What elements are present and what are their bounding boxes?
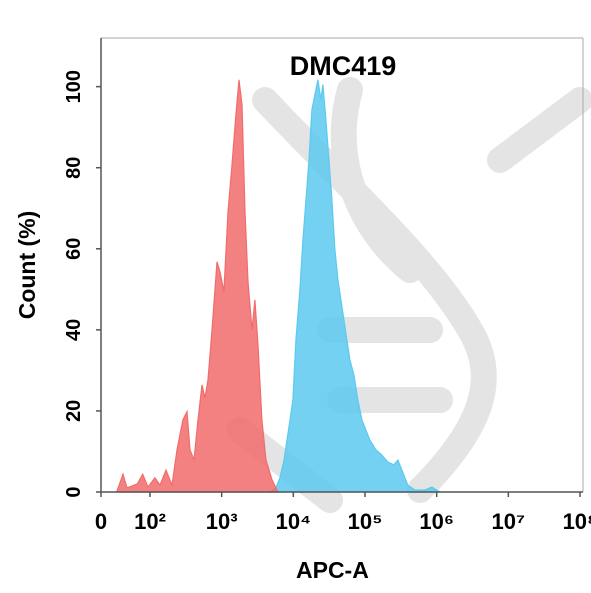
x-tick-label: 10⁸ bbox=[563, 509, 591, 534]
x-tick-label: 10⁵ bbox=[348, 509, 383, 534]
y-tick-label: 20 bbox=[63, 400, 85, 422]
y-tick-label: 100 bbox=[63, 70, 85, 103]
y-axis-label: Count (%) bbox=[14, 211, 40, 320]
chart-title: DMC419 bbox=[290, 51, 397, 81]
x-tick-label: 10⁴ bbox=[276, 509, 311, 534]
x-axis-label: APC-A bbox=[296, 557, 369, 583]
y-tick-label: 60 bbox=[63, 238, 85, 260]
x-tick-label: 10³ bbox=[206, 509, 238, 534]
x-tick-label: 10⁷ bbox=[492, 509, 526, 534]
histogram-area bbox=[268, 79, 443, 493]
x-tick-label: 0 bbox=[95, 509, 107, 534]
y-tick-label: 0 bbox=[63, 486, 85, 497]
x-tick-label: 10² bbox=[134, 509, 166, 534]
y-tick-label: 80 bbox=[63, 157, 85, 179]
histogram-area bbox=[115, 79, 279, 493]
y-tick-label: 40 bbox=[63, 319, 85, 341]
x-tick-label: 10⁶ bbox=[419, 509, 454, 534]
